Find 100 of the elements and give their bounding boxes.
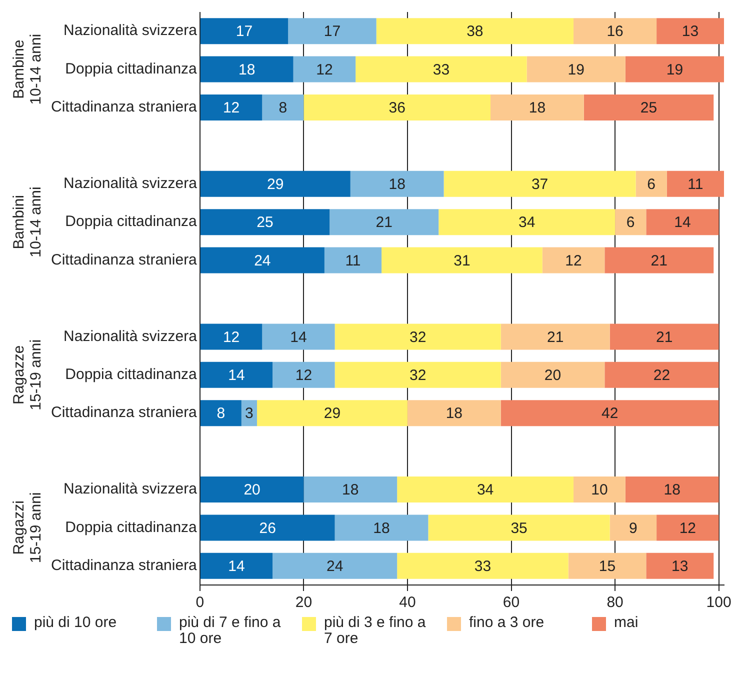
- bar: [615, 209, 646, 236]
- bar: [200, 324, 262, 350]
- x-tick-label: 80: [606, 594, 624, 612]
- data-label: 17: [236, 23, 253, 40]
- data-label: 35: [510, 520, 528, 537]
- bar: [200, 209, 330, 236]
- data-label: 18: [373, 520, 390, 537]
- data-label: 14: [290, 328, 307, 346]
- bar: [262, 94, 304, 120]
- bar: [428, 514, 610, 541]
- bar: [356, 56, 527, 82]
- data-label: 19: [666, 61, 684, 78]
- data-label: 24: [254, 252, 271, 270]
- data-label: 18: [664, 482, 680, 499]
- data-label: 20: [544, 367, 562, 384]
- data-label: 16: [606, 23, 624, 40]
- bar: [500, 362, 605, 388]
- bar: [200, 552, 273, 579]
- data-label: 34: [518, 214, 536, 232]
- data-label: 26: [259, 520, 276, 537]
- bar: [625, 476, 719, 502]
- data-label: 18: [388, 176, 406, 194]
- bar: [500, 400, 719, 426]
- data-label: 29: [324, 405, 341, 422]
- data-label: 21: [656, 328, 673, 346]
- data-label: 25: [640, 100, 658, 117]
- data-label: 12: [222, 100, 240, 117]
- data-label: 33: [432, 61, 450, 78]
- data-label: 8: [216, 405, 226, 422]
- y-tick-label: Doppia cittadinanza: [65, 366, 198, 384]
- data-label: 29: [267, 176, 284, 194]
- data-label: 6: [647, 176, 656, 194]
- data-label: 17: [324, 23, 341, 40]
- bar: [200, 362, 273, 388]
- bar: [526, 56, 626, 82]
- data-label: 19: [568, 61, 584, 78]
- x-tick-label: 0: [196, 594, 204, 612]
- y-tick-label: Doppia cittadinanza: [65, 518, 198, 536]
- bar: [574, 18, 657, 44]
- bar: [200, 56, 294, 82]
- data-label: 10: [591, 482, 608, 499]
- y-tick-label: Doppia cittadinanza: [65, 60, 198, 78]
- data-label: 13: [682, 23, 699, 40]
- bar: [304, 476, 398, 502]
- data-label: 18: [238, 61, 256, 78]
- bar: [330, 209, 439, 236]
- text: Ragazzi 15-19 anni: [10, 492, 45, 564]
- bar: [324, 247, 382, 274]
- bar: [304, 94, 490, 120]
- y-tick-label: Cittadinanza straniera: [50, 557, 198, 574]
- data-label: 3: [245, 405, 254, 422]
- legend-label: mai: [614, 614, 640, 631]
- data-label: 22: [653, 367, 670, 384]
- bar: [262, 324, 335, 350]
- y-tick-label: Nazionalità svizzera: [64, 480, 198, 498]
- data-label: 12: [565, 252, 582, 270]
- data-label: 8: [278, 100, 288, 117]
- data-label: 34: [476, 482, 494, 499]
- data-label: 33: [474, 558, 492, 576]
- x-tick-label: 100: [706, 594, 732, 612]
- bar: [376, 18, 574, 44]
- x-tick-label: 20: [295, 594, 312, 612]
- bar: [568, 552, 646, 579]
- text: Bambine 10-14 anni: [10, 34, 45, 105]
- data-label: 9: [629, 520, 638, 537]
- bar: [200, 94, 262, 120]
- data-label: 18: [528, 100, 546, 117]
- data-label: 15: [598, 558, 616, 576]
- y-tick-label: Cittadinanza straniera: [50, 98, 198, 116]
- bar: [646, 552, 714, 579]
- data-label: 37: [531, 176, 548, 194]
- data-label: 38: [466, 23, 484, 40]
- data-label: 36: [388, 100, 406, 117]
- bar: [542, 247, 605, 274]
- data-label: 21: [650, 252, 668, 270]
- bar: [334, 362, 501, 388]
- data-label: 25: [256, 214, 274, 232]
- bar: [656, 18, 724, 44]
- bar: [490, 94, 584, 120]
- bar: [397, 552, 568, 579]
- data-label: 14: [674, 214, 691, 232]
- data-label: 14: [228, 558, 245, 576]
- y-tick-label: Doppia cittadinanza: [65, 213, 198, 230]
- bar: [200, 247, 324, 274]
- bar: [625, 56, 724, 82]
- data-label: 32: [410, 328, 426, 346]
- legend-label: più di 10 ore: [34, 614, 118, 631]
- bar: [407, 400, 501, 426]
- text: Ragazze 15-19 anni: [10, 339, 45, 410]
- data-label: 20: [244, 482, 260, 499]
- bar: [666, 170, 724, 197]
- bar: [584, 94, 714, 120]
- bar: [200, 400, 242, 426]
- bar: [382, 247, 542, 274]
- bar: [438, 209, 616, 236]
- legend-label: più di 7 e fino a 10 ore: [179, 614, 282, 647]
- y-tick-label: Cittadinanza straniera: [50, 404, 198, 422]
- bar: [334, 514, 428, 541]
- data-label: 24: [326, 558, 344, 576]
- x-tick-label: 60: [502, 594, 520, 612]
